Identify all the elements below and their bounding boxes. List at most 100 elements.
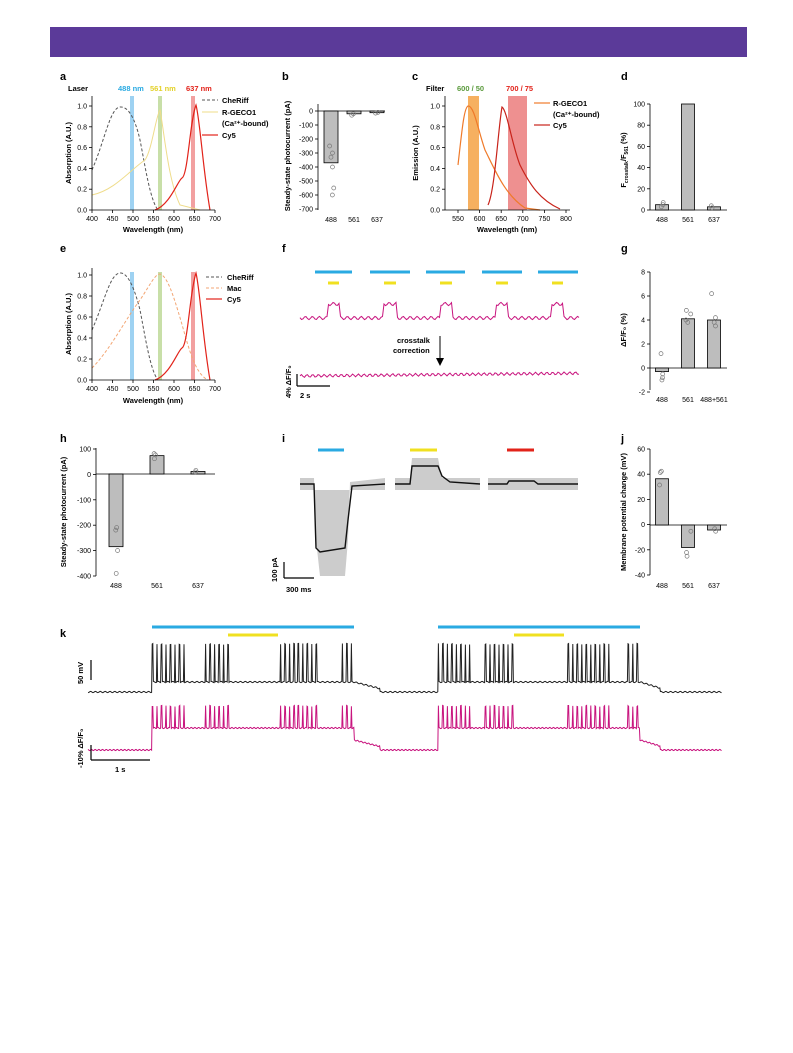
e-xt-label: 700: [209, 386, 221, 393]
b-yt-label: -100: [299, 123, 313, 130]
g-yt-label: 8: [641, 270, 645, 277]
j-yt-label: 60: [637, 447, 645, 454]
panel-a: a Laser 488 nm 561 nm 637 nm 0.00.20.40.…: [60, 71, 269, 234]
bars-h: [109, 452, 205, 576]
panel-g: g 86420-2 ΔF/F₀ (%) 488 561 488+561: [619, 243, 728, 404]
ylabel-c: Emission (A.U.): [411, 125, 420, 181]
c-yt-label: 1.0: [430, 104, 440, 111]
e-xt-label: 400: [86, 386, 98, 393]
ylabel-h: Steady-state photocurrent (pA): [59, 456, 68, 567]
b-yt-label: -600: [299, 193, 313, 200]
d-yt-label: 40: [637, 165, 645, 172]
a-xt-label: 400: [86, 216, 98, 223]
scale-label-y-i: 100 pA: [270, 557, 279, 582]
xtick-b-637: 637: [371, 217, 383, 224]
g-yt-label: 0: [641, 366, 645, 373]
xtick-d-488: 488: [656, 217, 668, 224]
ylabel-j: Membrane potential change (mV): [619, 453, 628, 571]
c-yt-label: 0.2: [430, 187, 440, 194]
a-xt-label: 450: [107, 216, 119, 223]
c-yt-label: 0.8: [430, 124, 440, 131]
y-ticks-e: 0.00.20.40.60.81.0: [77, 273, 92, 385]
g-yt-label: -2: [639, 390, 645, 397]
panel-e: e 0.00.20.40.60.81.0 400 450 500 550 600 650 7…: [60, 243, 254, 405]
h-yt-label: -100: [77, 497, 91, 504]
panel-letter-f: f: [282, 243, 286, 255]
legend-rgeco-c: R-GECO1: [553, 99, 587, 108]
e-yt-label: 0.6: [77, 315, 87, 322]
panel-j: j 6040200-20-40 Membrane potential chang…: [619, 433, 727, 590]
bar-488: [109, 474, 123, 547]
xtick-h-637: 637: [192, 583, 204, 590]
xlabel-c: Wavelength (nm): [477, 225, 538, 234]
bar-561: [682, 319, 695, 368]
y-ticks-c: 0.0 0.2 0.4 0.6 0.8 1.0: [430, 104, 445, 215]
data-point: [114, 571, 118, 575]
data-point: [685, 554, 689, 558]
y-ticks-d: 020406080100: [633, 102, 650, 215]
a-yt-label: 0.6: [77, 145, 87, 152]
bar-637: [708, 525, 721, 530]
filter-band-700: [508, 96, 527, 210]
laser-band-561-e: [158, 272, 162, 380]
trace-fluorescence-k: [88, 705, 722, 750]
bar-488: [656, 368, 669, 372]
bar-561: [150, 456, 164, 474]
d-yt-label: 100: [633, 102, 645, 109]
j-yt-label: 20: [637, 497, 645, 504]
xtick-b-561: 561: [348, 217, 360, 224]
d-yt-label: 0: [641, 208, 645, 215]
c-xt-label: 600: [474, 216, 486, 223]
xtick-b-488: 488: [325, 217, 337, 224]
curve-cy5-a: [155, 105, 210, 210]
c-xt-label: 550: [452, 216, 464, 223]
y-ticks-g: 8 6 4 2 0 -2: [639, 270, 650, 397]
c-yt-label: 0.6: [430, 145, 440, 152]
b-yt-label: -300: [299, 151, 313, 158]
data-point: [659, 352, 663, 356]
xtick-j-488: 488: [656, 583, 668, 590]
j-yt-label: 40: [637, 472, 645, 479]
y-ticks-j: 60 40 20 0 -20 -40: [635, 447, 650, 580]
scale-label-y2-k: -10% ΔF/F₀: [76, 729, 85, 768]
stim-bars-f: [315, 272, 578, 283]
xtick-g-488: 488: [656, 397, 668, 404]
legend-rgeco-a: R-GECO1: [222, 108, 256, 117]
bars-d: [656, 104, 721, 210]
trace-corrected-f: [300, 372, 579, 377]
arrow-head-f: [436, 358, 444, 366]
legend-cy5-a: Cy5: [222, 131, 236, 140]
b-yt-label: -500: [299, 179, 313, 186]
xtick-h-561: 561: [151, 583, 163, 590]
curve-cheriff-a: [92, 107, 158, 210]
xlabel-a: Wavelength (nm): [123, 225, 184, 234]
data-point: [330, 165, 334, 169]
xtick-j-561: 561: [682, 583, 694, 590]
figure-canvas: a Laser 488 nm 561 nm 637 nm 0.00.20.40.…: [0, 0, 793, 1053]
e-xt-label: 650: [189, 386, 201, 393]
panel-letter-d: d: [621, 71, 628, 83]
data-point: [689, 312, 693, 316]
y-ticks-h: 1000-100-200-300-400: [77, 447, 96, 581]
legend-rgeco-sub-a: (Ca²⁺-bound): [222, 119, 269, 128]
ylabel-b: Steady-state photocurrent (pA): [283, 100, 292, 211]
laser-header: Laser: [68, 84, 88, 93]
scale-label-y-f: 4% ΔF/F₀: [284, 365, 293, 398]
bar-561: [682, 525, 695, 548]
legend-cy5-c: Cy5: [553, 121, 567, 130]
panel-letter-k: k: [60, 628, 67, 640]
trace-band-2-i: [395, 458, 480, 490]
panel-letter-b: b: [282, 71, 289, 83]
x-ticks-c: 550 600 650 700 750 800: [452, 210, 572, 223]
bars-j: [656, 469, 721, 558]
e-yt-label: 1.0: [77, 273, 87, 280]
j-yt-label: -40: [635, 573, 645, 580]
bars-b: [324, 110, 384, 197]
a-xt-label: 700: [209, 216, 221, 223]
panel-letter-c: c: [412, 71, 418, 83]
panel-letter-a: a: [60, 71, 67, 83]
a-yt-label: 0.4: [77, 166, 87, 173]
xtick-j-637: 637: [708, 583, 720, 590]
d-yt-label: 80: [637, 123, 645, 130]
scale-label-x-k: 1 s: [115, 765, 125, 774]
